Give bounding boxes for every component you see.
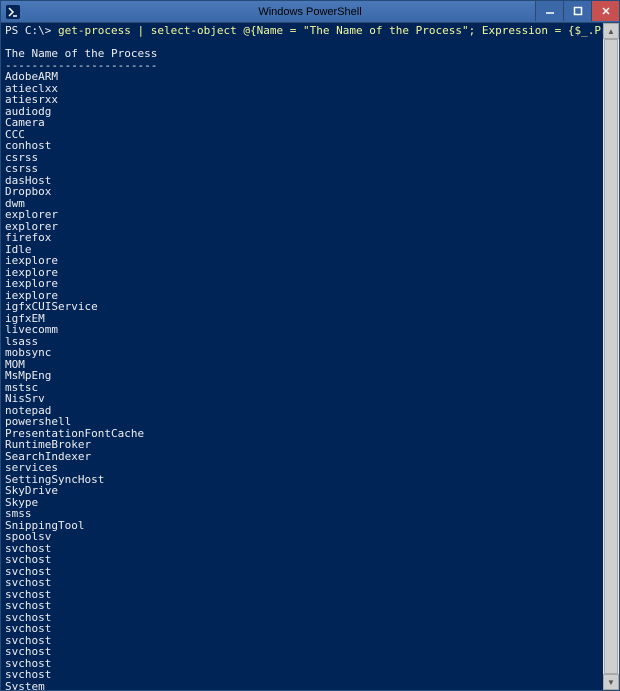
maximize-button[interactable] (563, 1, 591, 21)
titlebar[interactable]: Windows PowerShell (1, 1, 619, 23)
minimize-button[interactable] (535, 1, 563, 21)
scroll-up-button[interactable]: ▲ (603, 23, 619, 39)
close-button[interactable] (591, 1, 619, 21)
scroll-thumb[interactable] (604, 39, 618, 674)
console-area: PS C:\> get-process | select-object @{Na… (1, 23, 619, 690)
window-controls (535, 1, 619, 22)
console-output[interactable]: PS C:\> get-process | select-object @{Na… (1, 23, 603, 690)
vertical-scrollbar[interactable]: ▲ ▼ (603, 23, 619, 690)
prompt: PS C:\> (5, 24, 58, 37)
powershell-window: Windows PowerShell PS C:\> get-process |… (0, 0, 620, 691)
scroll-track[interactable] (603, 39, 619, 674)
window-title: Windows PowerShell (1, 6, 619, 18)
command-text: get-process | select-object @{Name = "Th… (58, 24, 603, 37)
app-icon (5, 4, 21, 20)
scroll-down-button[interactable]: ▼ (603, 674, 619, 690)
